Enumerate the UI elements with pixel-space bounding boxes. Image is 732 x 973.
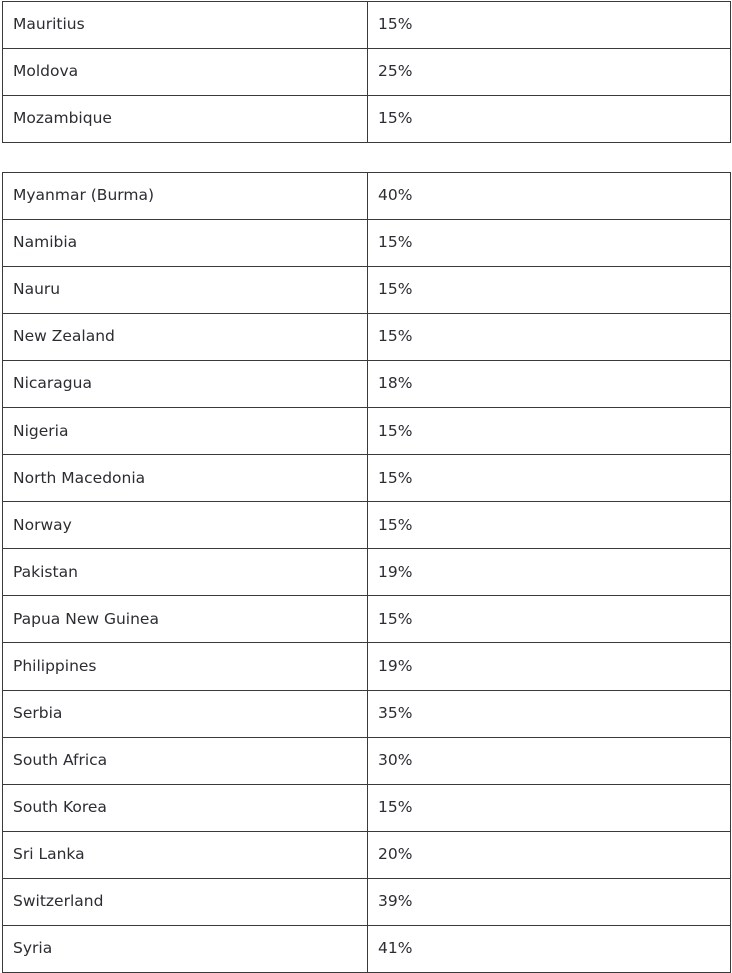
rate-cell: 15% (367, 595, 731, 644)
rate-cell: 30% (367, 736, 731, 785)
table-row: Nigeria 15% (2, 407, 731, 456)
rate-cell: 40% (367, 171, 731, 221)
table-1-body: Mauritius 15% Moldova 25% Mozambique 15% (2, 1, 731, 143)
table-row: Pakistan 19% (2, 548, 731, 597)
table-row: Mozambique 15% (2, 95, 731, 143)
table-row: Philippines 19% (2, 642, 731, 691)
rate-cell: 25% (367, 48, 731, 96)
country-cell: Sri Lanka (2, 830, 368, 879)
rate-cell: 15% (367, 95, 731, 143)
table-2-body: Myanmar (Burma) 40% Namibia 15% Nauru 15% New … (2, 171, 731, 973)
table-row: Switzerland 39% (2, 877, 731, 926)
country-cell: Myanmar (Burma) (2, 171, 368, 221)
country-cell: South Africa (2, 736, 368, 785)
rate-cell: 15% (367, 313, 731, 362)
country-cell: Nigeria (2, 407, 368, 456)
country-cell: Papua New Guinea (2, 595, 368, 644)
country-cell: South Korea (2, 783, 368, 832)
country-cell: Nauru (2, 266, 368, 315)
table-row: Myanmar (Burma) 40% (2, 171, 731, 221)
country-cell: Pakistan (2, 548, 368, 597)
country-cell: Norway (2, 501, 368, 550)
tariff-table-2: Myanmar (Burma) 40% Namibia 15% Nauru 15% New … (2, 171, 731, 973)
country-cell: Moldova (2, 48, 368, 96)
rate-cell: 18% (367, 360, 731, 409)
country-cell: New Zealand (2, 313, 368, 362)
rate-cell: 19% (367, 642, 731, 691)
country-cell: Nicaragua (2, 360, 368, 409)
rate-cell: 39% (367, 877, 731, 926)
table-row: Mauritius 15% (2, 1, 731, 49)
rate-cell: 20% (367, 830, 731, 879)
rate-cell: 15% (367, 501, 731, 550)
rate-cell: 35% (367, 689, 731, 738)
tariff-table-1: Mauritius 15% Moldova 25% Mozambique 15% (2, 1, 731, 143)
rate-cell: 15% (367, 219, 731, 268)
rate-cell: 19% (367, 548, 731, 597)
table-row: Nicaragua 18% (2, 360, 731, 409)
table-row: Sri Lanka 20% (2, 830, 731, 879)
country-cell: North Macedonia (2, 454, 368, 503)
rate-cell: 15% (367, 266, 731, 315)
table-row: Syria 41% (2, 924, 731, 973)
country-cell: Serbia (2, 689, 368, 738)
table-row: Norway 15% (2, 501, 731, 550)
table-row: Namibia 15% (2, 219, 731, 268)
table-row: Moldova 25% (2, 48, 731, 96)
table-row: North Macedonia 15% (2, 454, 731, 503)
table-row: New Zealand 15% (2, 313, 731, 362)
country-cell: Switzerland (2, 877, 368, 926)
table-row: Serbia 35% (2, 689, 731, 738)
rate-cell: 15% (367, 454, 731, 503)
table-row: South Korea 15% (2, 783, 731, 832)
rate-cell: 15% (367, 407, 731, 456)
table-row: Papua New Guinea 15% (2, 595, 731, 644)
country-cell: Philippines (2, 642, 368, 691)
table-row: Nauru 15% (2, 266, 731, 315)
rate-cell: 41% (367, 924, 731, 973)
country-cell: Mauritius (2, 1, 368, 49)
rate-cell: 15% (367, 1, 731, 49)
country-cell: Syria (2, 924, 368, 973)
rate-cell: 15% (367, 783, 731, 832)
table-row: South Africa 30% (2, 736, 731, 785)
country-cell: Mozambique (2, 95, 368, 143)
country-cell: Namibia (2, 219, 368, 268)
